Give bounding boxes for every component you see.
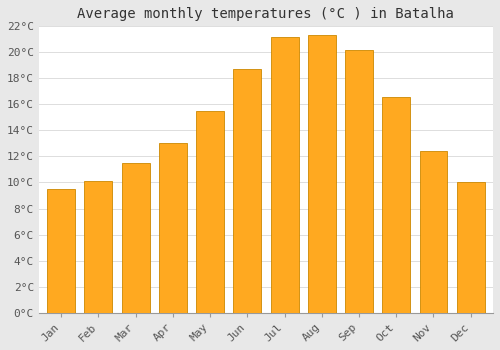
Bar [382,97,410,313]
Bar [47,189,75,313]
Bar [270,37,298,313]
Bar [234,69,262,313]
Bar [159,144,187,313]
Bar [122,163,150,313]
Bar [308,35,336,313]
Title: Average monthly temperatures (°C ) in Batalha: Average monthly temperatures (°C ) in Ba… [78,7,454,21]
Bar [457,182,484,313]
Bar [196,111,224,313]
Bar [84,181,112,313]
Bar [345,50,373,313]
Bar [420,151,448,313]
